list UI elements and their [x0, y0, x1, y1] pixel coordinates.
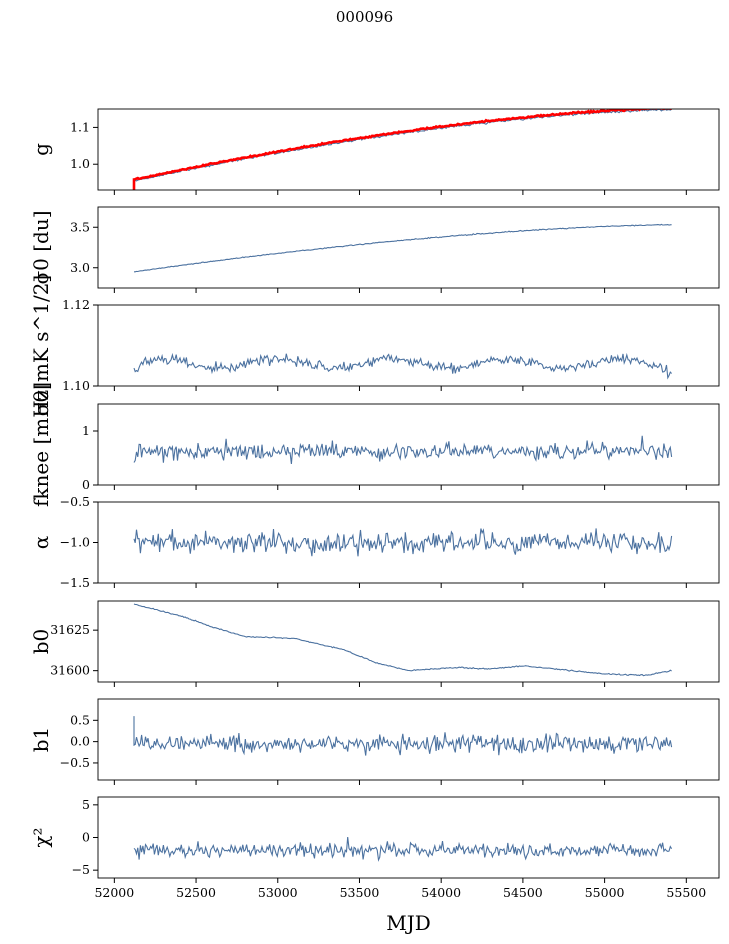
y-axis-label: σ0 [du]	[29, 210, 53, 284]
panel-7: −0.5 0.0 0.5 b1	[29, 698, 720, 785]
y-tick-label: −1.0	[60, 535, 90, 550]
panel-3: 1.10 1.12 σ0[mK s^1/2]	[29, 275, 720, 416]
y-tick-label: 5	[82, 797, 90, 812]
panel-frame	[97, 501, 720, 584]
x-tick-label: 55500	[666, 885, 706, 900]
y-axis-label: fknee [mHz]	[29, 382, 53, 507]
y-tick-label: 0.5	[70, 712, 90, 727]
y-tick-label: −1.5	[60, 575, 90, 590]
x-tick-label: 53500	[340, 885, 380, 900]
series-line-5-1	[133, 528, 673, 557]
series-line-1-2	[132, 109, 672, 190]
x-tick-label: 52000	[94, 885, 134, 900]
y-tick-label: 0	[82, 477, 90, 492]
series-line-4-1	[133, 435, 673, 464]
y-axis-label: g	[29, 143, 53, 156]
y-tick-label: −0.5	[60, 494, 90, 509]
y-tick-label: 0	[82, 830, 90, 845]
panel-1: 1.0 1.1 g	[29, 108, 720, 195]
figure-title: 000096	[335, 8, 394, 26]
y-tick-label: 31625	[50, 622, 90, 637]
y-tick-label: −5	[72, 862, 90, 877]
series-line-3-1	[133, 352, 673, 380]
y-axis-label: b0	[29, 629, 53, 655]
y-axis-label: σ0[mK s^1/2]	[29, 275, 53, 416]
series-line-1-1	[133, 109, 672, 182]
y-tick-label: 3.0	[70, 260, 90, 275]
panel-frame	[97, 698, 720, 781]
y-tick-label: 3.5	[70, 219, 90, 234]
panel-frame	[97, 796, 720, 879]
y-tick-label: 0.0	[70, 734, 90, 749]
y-tick-label: 1.10	[62, 378, 90, 393]
panel-4: 0 1 fknee [mHz]	[29, 382, 720, 507]
panel-frame	[97, 304, 720, 387]
y-tick-label: −0.5	[60, 755, 90, 770]
series-line-7-1	[133, 716, 673, 756]
panel-8: −5 0 5 52000 52500 53000 53500 54000 54500 55000 5…	[29, 796, 720, 900]
panel-5: −1.5 −1.0 −0.5 α	[29, 494, 720, 590]
panel-frame	[97, 206, 720, 289]
panel-frame	[97, 108, 720, 191]
y-axis-label: χ²	[29, 827, 53, 847]
y-tick-label: 1.1	[70, 119, 90, 134]
x-tick-label: 54000	[421, 885, 461, 900]
y-tick-label: 31600	[50, 663, 90, 678]
x-tick-label: 54500	[503, 885, 543, 900]
x-tick-label: 52500	[176, 885, 216, 900]
panel-frame	[97, 600, 720, 683]
x-tick-label: 55000	[585, 885, 625, 900]
series-line-8-1	[133, 837, 673, 862]
panel-2: 3.0 3.5 σ0 [du]	[29, 206, 720, 293]
x-axis-label: MJD	[386, 911, 431, 935]
series-line-2-1	[134, 223, 672, 273]
y-axis-label: b1	[29, 727, 53, 753]
series-line-6-1	[133, 603, 672, 677]
x-tick-label: 53000	[258, 885, 298, 900]
y-tick-label: 1	[82, 423, 90, 438]
panel-frame	[97, 403, 720, 486]
y-axis-label: α	[29, 536, 53, 550]
y-tick-label: 1.12	[62, 297, 90, 312]
y-tick-label: 1.0	[70, 156, 90, 171]
